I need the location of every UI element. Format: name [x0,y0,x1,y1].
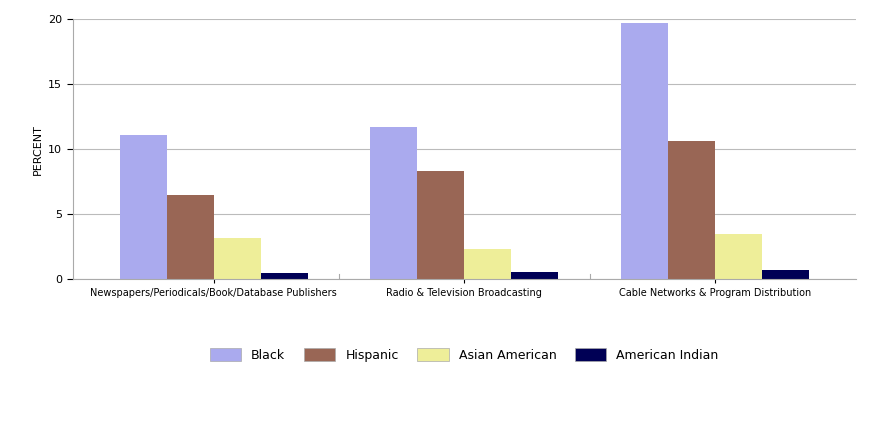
Bar [166,195,213,280]
Bar [511,272,558,280]
Bar [213,238,260,280]
Bar [668,141,715,280]
Legend: Black, Hispanic, Asian American, American Indian: Black, Hispanic, Asian American, America… [205,343,724,366]
Y-axis label: PERCENT: PERCENT [32,124,43,175]
Bar [119,135,166,280]
Bar [370,127,417,280]
Bar [260,273,307,280]
Bar [762,270,809,280]
Bar [464,249,511,280]
Bar [621,23,668,280]
Bar [417,172,464,280]
Bar [715,234,762,280]
